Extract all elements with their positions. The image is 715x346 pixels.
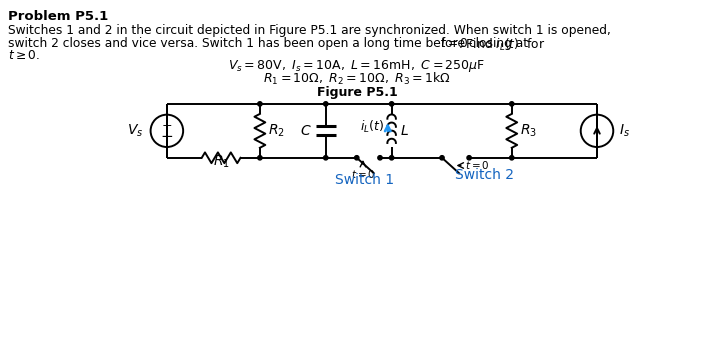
Text: −: − (160, 129, 173, 144)
Text: $R_3$: $R_3$ (521, 122, 537, 139)
Text: $L$: $L$ (400, 124, 409, 138)
Circle shape (467, 156, 471, 160)
Circle shape (390, 102, 394, 106)
Text: . Find $i_L(t)$  for: . Find $i_L(t)$ for (458, 37, 546, 53)
Text: Switches 1 and 2 in the circuit depicted in Figure P5.1 are synchronized. When s: Switches 1 and 2 in the circuit depicted… (8, 24, 611, 37)
Text: +: + (162, 119, 172, 132)
Circle shape (510, 102, 514, 106)
Circle shape (440, 156, 444, 160)
Text: $C$: $C$ (300, 124, 312, 138)
Text: $R_1 = 10\Omega,\ R_2 = 10\Omega,\ R_3 = 1\mathrm{k}\Omega$: $R_1 = 10\Omega,\ R_2 = 10\Omega,\ R_3 =… (263, 71, 451, 87)
Circle shape (378, 156, 383, 160)
Text: Switch 1: Switch 1 (335, 173, 394, 187)
Text: $t=0$: $t=0$ (440, 37, 469, 50)
Circle shape (355, 156, 359, 160)
Circle shape (324, 156, 328, 160)
Circle shape (324, 102, 328, 106)
Text: $t=0$: $t=0$ (465, 160, 490, 172)
Text: Problem P5.1: Problem P5.1 (8, 10, 108, 23)
Circle shape (257, 102, 262, 106)
Text: $t\geq 0.$: $t\geq 0.$ (8, 49, 40, 62)
Text: $R_1$: $R_1$ (212, 154, 230, 170)
Text: $i_L(t)$: $i_L(t)$ (360, 119, 384, 135)
Text: switch 2 closes and vice versa. Switch 1 has been open a long time before closin: switch 2 closes and vice versa. Switch 1… (8, 37, 532, 50)
Text: $V_s = 80\mathrm{V},\ I_s = 10\mathrm{A},\ L = 16\mathrm{mH},\ C = 250\mu\mathrm: $V_s = 80\mathrm{V},\ I_s = 10\mathrm{A}… (228, 58, 485, 74)
Text: $t=0$: $t=0$ (350, 168, 375, 180)
Text: Figure P5.1: Figure P5.1 (317, 86, 398, 99)
Text: Switch 2: Switch 2 (455, 169, 514, 182)
Text: $V_s$: $V_s$ (127, 122, 144, 139)
Text: $R_2$: $R_2$ (268, 122, 285, 139)
Circle shape (257, 156, 262, 160)
Text: $I_s$: $I_s$ (618, 122, 630, 139)
Circle shape (390, 156, 394, 160)
Circle shape (510, 156, 514, 160)
